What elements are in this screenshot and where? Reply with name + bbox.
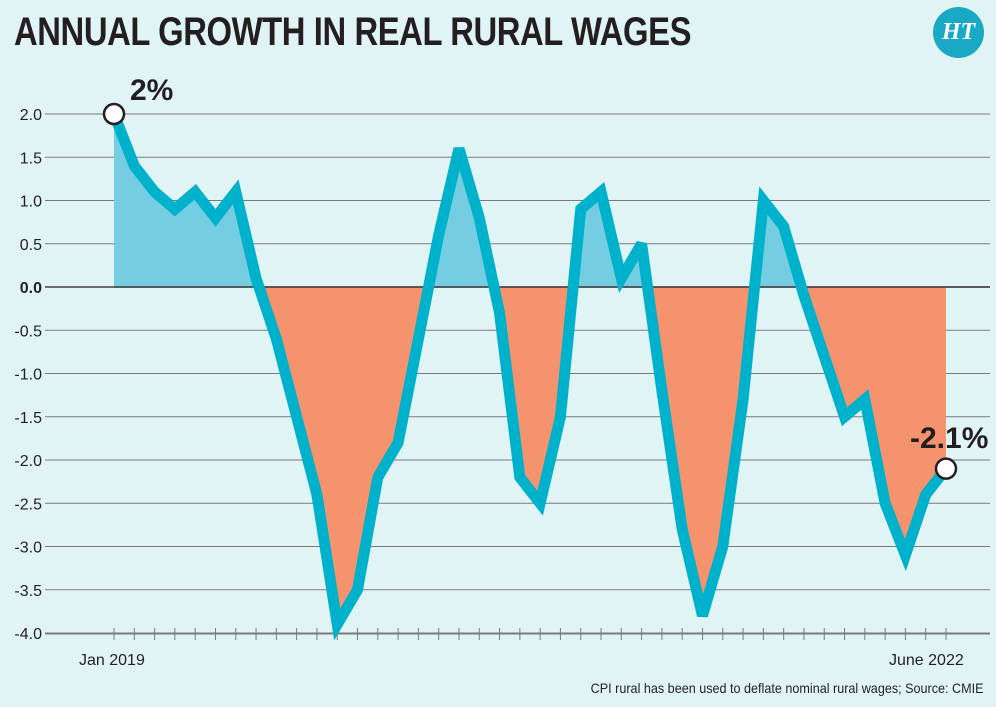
y-tick-label: 0.0	[20, 280, 42, 297]
marker-last	[934, 457, 958, 480]
series-line	[108, 111, 951, 641]
y-tick-label: -2.0	[14, 453, 42, 470]
y-tick-label: -2.5	[14, 496, 42, 513]
marker-first	[102, 102, 126, 126]
y-tick-label: -0.5	[14, 323, 42, 340]
chart-title: ANNUAL GROWTH IN REAL RURAL WAGES	[14, 10, 692, 54]
y-axis-ticks: 2.0 1.5 1.0 0.5 0.0 -0.5 -1.0 -1.5 -2.0 -2.5 -3.0 -…	[14, 107, 42, 643]
x-label-end: June 2022	[889, 652, 964, 669]
y-tick-label: 2.0	[20, 107, 42, 124]
series-line-group	[108, 111, 951, 641]
area-fills	[114, 114, 990, 625]
ht-logo: HT	[933, 7, 984, 58]
annotation-first: 2%	[130, 74, 173, 107]
negative-area	[114, 287, 946, 625]
source-note: CPI rural has been used to deflate nomin…	[591, 680, 984, 696]
y-tick-label: -4.0	[14, 626, 42, 643]
y-tick-label: -1.0	[14, 367, 42, 384]
y-tick-label: -3.0	[14, 540, 42, 557]
y-tick-label: 1.0	[20, 194, 42, 211]
x-label-start: Jan 2019	[79, 652, 145, 669]
positive-area	[114, 114, 946, 287]
y-tick-label: 1.5	[20, 150, 42, 167]
markers	[102, 102, 958, 480]
x-axis-ticks	[45, 628, 990, 640]
y-tick-label: -1.5	[14, 410, 42, 427]
y-tick-label: 0.5	[20, 237, 42, 254]
annotation-last: -2.1%	[910, 422, 988, 455]
y-tick-label: -3.5	[14, 583, 42, 600]
